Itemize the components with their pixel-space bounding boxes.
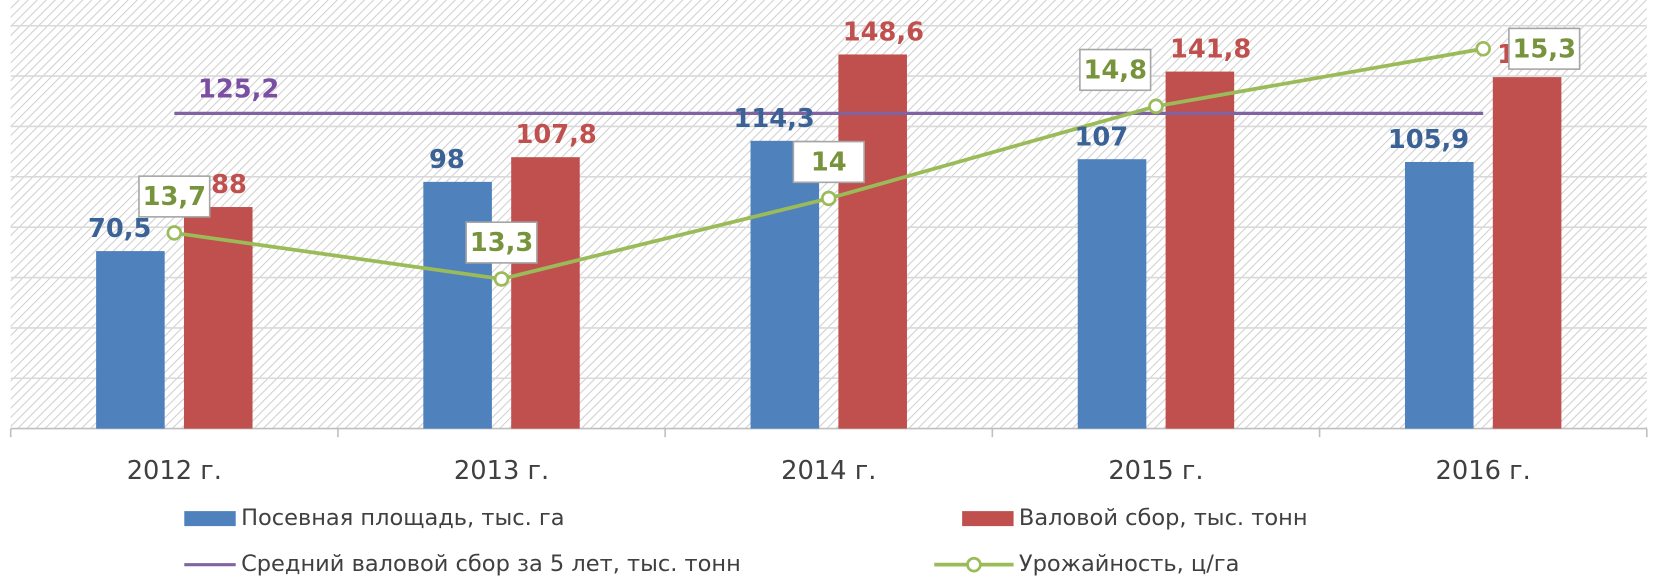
line-marker (493, 271, 510, 287)
data-label: 14 (811, 148, 847, 178)
x-tick-label: 2012 г. (127, 456, 222, 486)
bar (1404, 161, 1474, 429)
data-label: 88 (211, 170, 247, 200)
data-label-box (1508, 27, 1581, 70)
data-label: 70,5 (88, 214, 151, 244)
bar (511, 157, 580, 429)
data-label-box (1079, 48, 1152, 92)
data-label: 15,3 (1513, 34, 1576, 64)
x-tick-label: 2014 г. (781, 456, 876, 486)
data-label: 107,8 (516, 120, 597, 150)
legend-label: Средний валовой сбор за 5 лет, тыс. тонн (241, 551, 741, 577)
legend-label: Урожайность, ц/га (1019, 551, 1239, 577)
line-marker (1475, 41, 1491, 57)
line-marker (166, 225, 183, 241)
data-label: 114,3 (733, 104, 814, 134)
legend-label: Валовой сбор, тыс. тонн (1019, 505, 1308, 531)
data-label-box (138, 175, 211, 218)
data-label-box (465, 221, 538, 264)
line-marker (820, 190, 837, 207)
bar (838, 54, 907, 429)
bar (96, 251, 165, 429)
legend-swatch (184, 511, 236, 527)
x-tick-label: 2016 г. (1436, 456, 1531, 486)
data-label: 148,6 (843, 18, 924, 48)
bar (423, 181, 492, 429)
bar (1165, 71, 1235, 429)
data-label: 141,8 (1170, 35, 1251, 65)
x-tick-label: 2013 г. (454, 456, 549, 486)
line-marker (1148, 98, 1164, 115)
data-label: 98 (429, 145, 465, 175)
plot-background (10, 0, 1647, 429)
data-label: 105,9 (1388, 125, 1469, 155)
bar (1077, 159, 1147, 429)
data-label-box (792, 140, 865, 184)
data-label: 107 (1074, 122, 1128, 152)
legend-swatch (962, 511, 1014, 527)
data-label: 13,3 (470, 228, 533, 258)
data-label: 125,2 (198, 74, 279, 104)
legend-marker (966, 556, 982, 573)
bar (750, 140, 820, 429)
x-tick-label: 2015 г. (1108, 456, 1203, 486)
data-label: 13,7 (143, 182, 206, 212)
legend-label: Посевная площадь, тыс. га (241, 505, 564, 531)
bar (1492, 77, 1562, 429)
data-label: 14,8 (1084, 55, 1147, 85)
